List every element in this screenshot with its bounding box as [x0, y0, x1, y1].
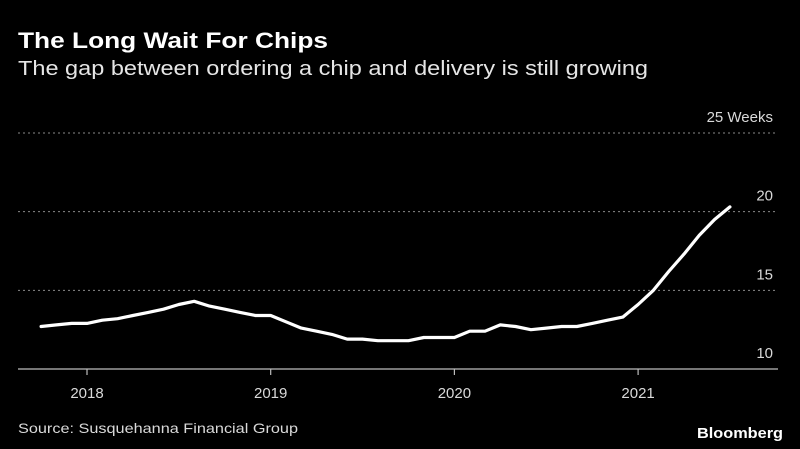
x-tick-label: 2021	[621, 385, 654, 402]
y-axis: 10 15 20 25 Weeks	[707, 109, 773, 362]
y-tick-label: 15	[756, 266, 773, 283]
series-line	[39, 205, 732, 343]
bloomberg-logo: Bloomberg	[697, 425, 783, 442]
chart-title: The Long Wait For Chips	[18, 28, 328, 53]
y-tick-label: 10	[756, 345, 773, 362]
y-tick-label: 25 Weeks	[707, 109, 773, 126]
gridlines	[18, 132, 778, 291]
x-axis: 2018 2019 2020 2021	[18, 368, 778, 402]
x-tick-label: 2019	[254, 385, 287, 402]
x-tick-label: 2018	[70, 385, 103, 402]
x-tick-label: 2020	[438, 385, 471, 402]
chart-subtitle: The gap between ordering a chip and deli…	[18, 58, 648, 80]
y-tick-label: 20	[756, 188, 773, 205]
source-note: Source: Susquehanna Financial Group	[18, 420, 298, 436]
